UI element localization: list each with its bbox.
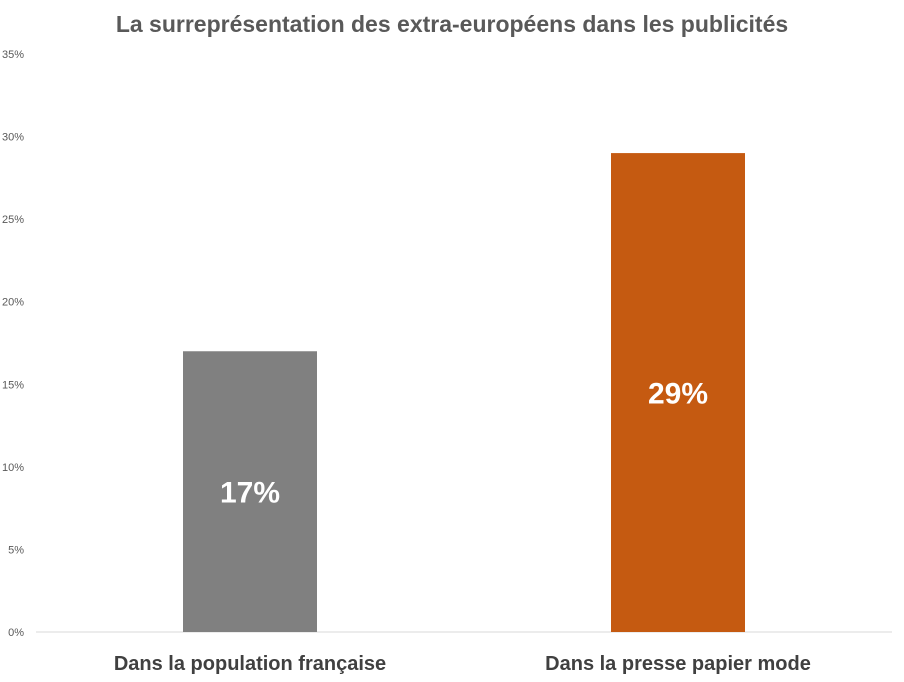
data-label-2: 29% [648,378,708,411]
y-tick-label: 5% [8,544,24,556]
y-axis: 0% 5% 10% 15% 20% 25% 30% 35% [2,49,24,639]
y-tick-label: 30% [2,132,24,144]
data-labels: 17% 29% [220,378,708,510]
data-label-1: 17% [220,477,280,510]
y-tick-label: 25% [2,214,24,226]
category-labels: Dans la population française Dans la pres… [114,653,811,675]
y-tick-label: 10% [2,462,24,474]
y-tick-label: 20% [2,297,24,309]
y-tick-label: 35% [2,49,24,61]
category-label-1: Dans la population française [114,653,386,675]
category-label-2: Dans la presse papier mode [545,653,811,675]
bar-1 [183,351,317,632]
chart-title: La surreprésentation des extra-européens… [116,11,788,37]
y-tick-label: 0% [8,627,24,639]
bars [183,153,745,633]
bar-2 [611,153,745,633]
y-tick-label: 15% [2,379,24,391]
